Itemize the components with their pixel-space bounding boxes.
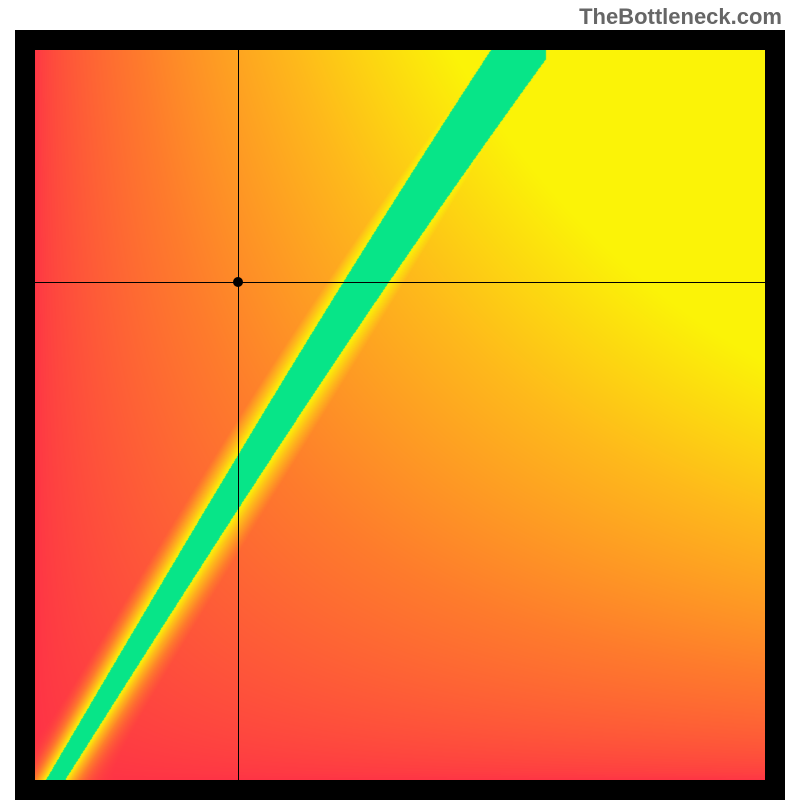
crosshair-horizontal	[35, 282, 765, 283]
crosshair-marker	[233, 277, 243, 287]
heatmap-canvas	[35, 50, 765, 780]
watermark-text: TheBottleneck.com	[579, 4, 782, 30]
plot-area	[35, 50, 765, 780]
plot-outer-frame	[15, 30, 785, 800]
crosshair-vertical	[238, 50, 239, 780]
